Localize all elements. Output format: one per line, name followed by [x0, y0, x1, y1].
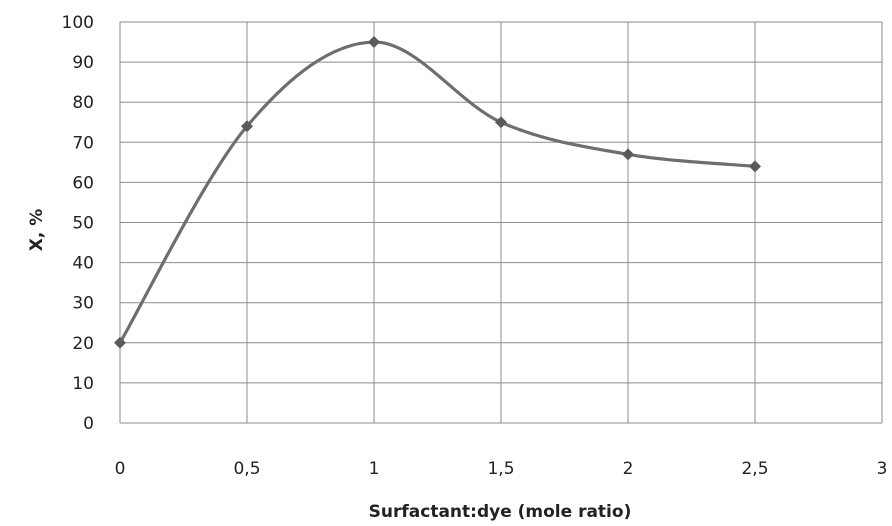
y-tick-label: 30	[72, 294, 94, 314]
data-point-marker	[368, 36, 380, 49]
y-tick-label: 90	[72, 53, 94, 73]
x-tick-label: 1,5	[487, 459, 514, 479]
y-tick-labels: 0 10 20 30 40 50 60 70 80 90 100	[62, 13, 94, 434]
y-tick-label: 60	[72, 173, 94, 193]
x-axis-title: Surfactant:dye (mole ratio)	[369, 502, 632, 522]
y-tick-label: 70	[72, 133, 94, 153]
y-tick-label: 40	[72, 254, 94, 274]
x-tick-label: 0,5	[233, 459, 260, 479]
y-tick-label: 80	[72, 93, 94, 113]
x-tick-label: 2	[623, 459, 634, 479]
data-point-marker	[495, 116, 507, 129]
y-tick-label: 100	[62, 13, 94, 33]
x-tick-label: 0	[115, 459, 126, 479]
x-tick-labels: 0 0,5 1 1,5 2 2,5 3	[115, 459, 888, 479]
data-point-marker	[749, 160, 761, 173]
y-tick-label: 20	[72, 334, 94, 354]
data-point-marker	[622, 148, 634, 161]
series-group	[114, 36, 761, 349]
x-tick-label: 3	[877, 459, 888, 479]
y-tick-label: 0	[83, 414, 94, 434]
grid	[119, 21, 883, 424]
x-tick-label: 1	[369, 459, 380, 479]
y-axis-title: X, %	[27, 209, 47, 252]
series-line	[118, 40, 756, 344]
x-tick-label: 2,5	[741, 459, 768, 479]
data-point-marker	[114, 336, 126, 349]
y-tick-label: 50	[72, 214, 94, 234]
y-tick-label: 10	[72, 374, 94, 394]
data-point-marker	[241, 120, 253, 133]
